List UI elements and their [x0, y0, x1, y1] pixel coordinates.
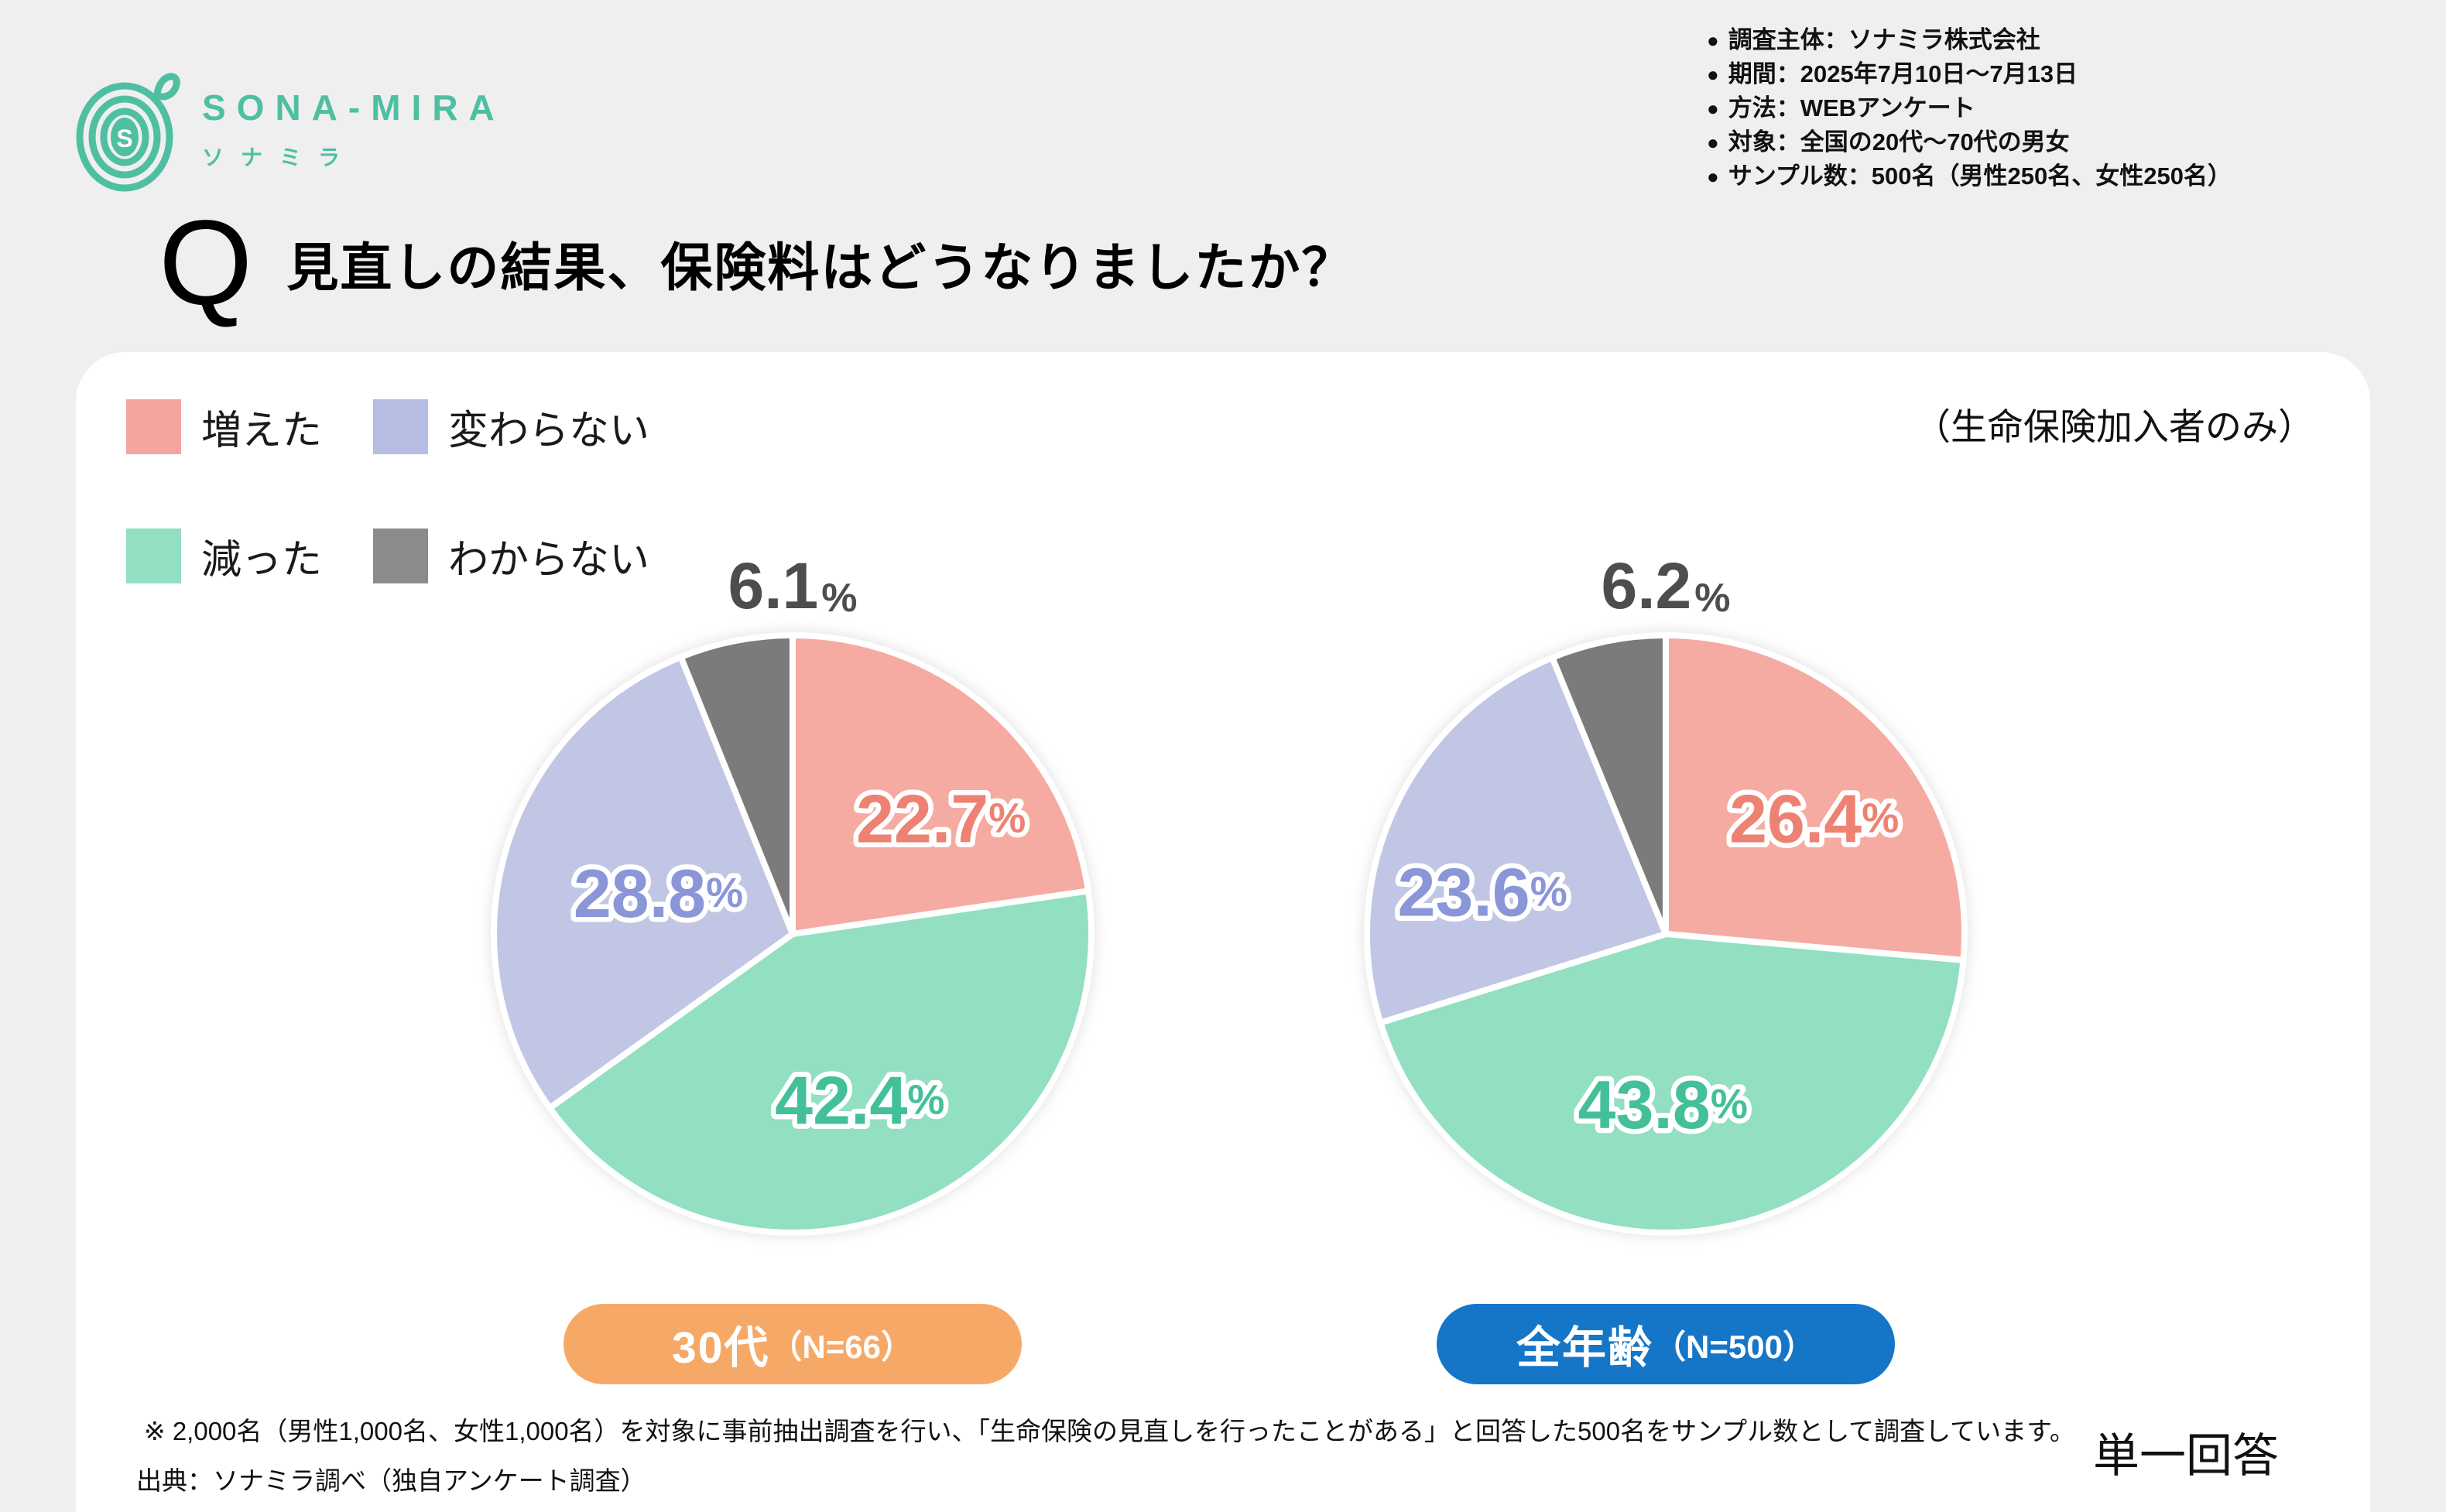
- pie-slice-unknown: [677, 632, 796, 937]
- survey-meta-item: ● 対象：全国の20代～70代の男女: [1707, 125, 2232, 159]
- pie-slice-decreased: [1377, 931, 1967, 1237]
- footnote: ※ 2,000名（男性1,000名、女性1,000名）を対象に事前抽出調査を行い…: [144, 1417, 2075, 1445]
- pie-label-increased: 26.4%: [1729, 780, 1899, 857]
- legend-label-increased: 増えた: [201, 409, 323, 453]
- pie-chart-all-ages: 6.2% 26.4% 43.8% 23.6% 全年齢 （N=500）: [1317, 538, 2014, 1384]
- legend-item-decreased: 減った: [126, 528, 373, 583]
- legend-swatch-increased: [126, 399, 181, 454]
- group-label: 30代: [672, 1323, 770, 1373]
- legend-item-unchanged: 変わらない: [373, 399, 652, 454]
- group-badge-all-ages: 全年齢 （N=500）: [1437, 1304, 1895, 1384]
- outside-label-unknown-all: 6.2%: [1601, 538, 1730, 618]
- bullet-icon: ●: [1707, 165, 1719, 188]
- pie-label-unchanged: 23.6%: [1397, 853, 1567, 930]
- pie-label-unchanged: 28.8%: [574, 855, 743, 932]
- question-mark: Q: [159, 196, 253, 330]
- legend-item-unknown: わからない: [373, 528, 652, 583]
- survey-meta-item: ● 方法：WEBアンケート: [1707, 91, 2232, 125]
- pie-slice-unchanged: [1364, 654, 1669, 1026]
- survey-meta-text: 期間：2025年7月10日～7月13日: [1728, 60, 2078, 87]
- survey-meta-list: ● 調査主体：ソナミラ株式会社 ● 期間：2025年7月10日～7月13日 ● 方法：WE…: [1707, 23, 2232, 193]
- pie-slice-decreased: [546, 888, 1095, 1236]
- pie-all-ages: 26.4% 43.8% 23.6%: [1364, 632, 1968, 1237]
- legend-label-decreased: 減った: [201, 538, 323, 583]
- brand-text: SONA-MIRA ソナミラ: [202, 87, 505, 172]
- pie-slice-increased: [790, 632, 1091, 937]
- question-title: 見直しの結果、保険料はどうなりましたか？: [286, 238, 1355, 297]
- scope-note: （生命保険加入者のみ）: [1914, 406, 2314, 447]
- legend: 増えた 変わらない 減った わからない: [126, 399, 652, 583]
- survey-meta-item: ● 調査主体：ソナミラ株式会社: [1707, 23, 2232, 57]
- survey-meta-text: 調査主体：ソナミラ株式会社: [1728, 26, 2040, 53]
- bullet-icon: ●: [1707, 131, 1719, 154]
- brand-tagline: ソナミラ: [202, 145, 358, 169]
- pie-slice-unknown: [1549, 632, 1669, 937]
- legend-label-unknown: わからない: [448, 538, 650, 583]
- outside-label-value: 6.2: [1601, 549, 1692, 622]
- survey-meta-item: ● 期間：2025年7月10日～7月13日: [1707, 57, 2232, 91]
- bullet-icon: ●: [1707, 29, 1719, 52]
- question-row: Q 見直しの結果、保険料はどうなりましたか？: [159, 203, 1355, 323]
- pie-label-decreased: 42.4%: [775, 1062, 944, 1138]
- survey-meta-text: 対象：全国の20代～70代の男女: [1728, 128, 2070, 156]
- pie-label-increased: 22.7%: [856, 780, 1026, 857]
- pie-slice-increased: [1663, 632, 1968, 963]
- charts-row: 6.1% 22.7% 42.4% 28.8% 30代 （N=66） 6.2% 26.4…: [444, 538, 2014, 1384]
- brand-logo: S SONA-MIRA ソナミラ: [74, 66, 505, 193]
- bullet-icon: ●: [1707, 63, 1719, 86]
- group-badge-30s: 30代 （N=66）: [564, 1304, 1022, 1384]
- spiral-logo-icon: S: [76, 73, 180, 192]
- answer-type: 単一回答: [2093, 1431, 2279, 1482]
- pie-30s: 22.7% 42.4% 28.8%: [491, 632, 1095, 1236]
- survey-meta-text: サンプル数：500名（男性250名、女性250名）: [1728, 162, 2232, 190]
- legend-swatch-unknown: [373, 528, 428, 583]
- pie-slice-unchanged: [491, 654, 796, 1111]
- outside-label-unknown-30s: 6.1%: [728, 538, 857, 618]
- brand-name: SONA-MIRA: [202, 87, 505, 128]
- survey-meta-text: 方法：WEBアンケート: [1728, 94, 1975, 121]
- pie-label-decreased: 43.8%: [1578, 1066, 1748, 1143]
- bullet-icon: ●: [1707, 97, 1719, 120]
- legend-item-increased: 増えた: [126, 399, 373, 454]
- legend-swatch-unchanged: [373, 399, 428, 454]
- logo-letter: S: [116, 125, 132, 152]
- legend-swatch-decreased: [126, 528, 181, 583]
- legend-label-unchanged: 変わらない: [448, 409, 650, 453]
- pie-chart-30s: 6.1% 22.7% 42.4% 28.8% 30代 （N=66）: [444, 538, 1141, 1384]
- survey-meta-item: ● サンプル数：500名（男性250名、女性250名）: [1707, 159, 2232, 193]
- n-label: （N=66）: [769, 1328, 913, 1365]
- percent-sign: %: [1694, 576, 1731, 621]
- group-label: 全年齢: [1516, 1323, 1654, 1373]
- n-label: （N=500）: [1653, 1328, 1815, 1365]
- outside-label-value: 6.1: [728, 549, 819, 622]
- source-note: 出典：ソナミラ調べ（独自アンケート調査）: [136, 1466, 646, 1495]
- logo-center-blob: [111, 118, 139, 156]
- results-card: （生命保険加入者のみ） 増えた 変わらない 減った わからない: [76, 352, 2370, 1512]
- percent-sign: %: [821, 576, 858, 621]
